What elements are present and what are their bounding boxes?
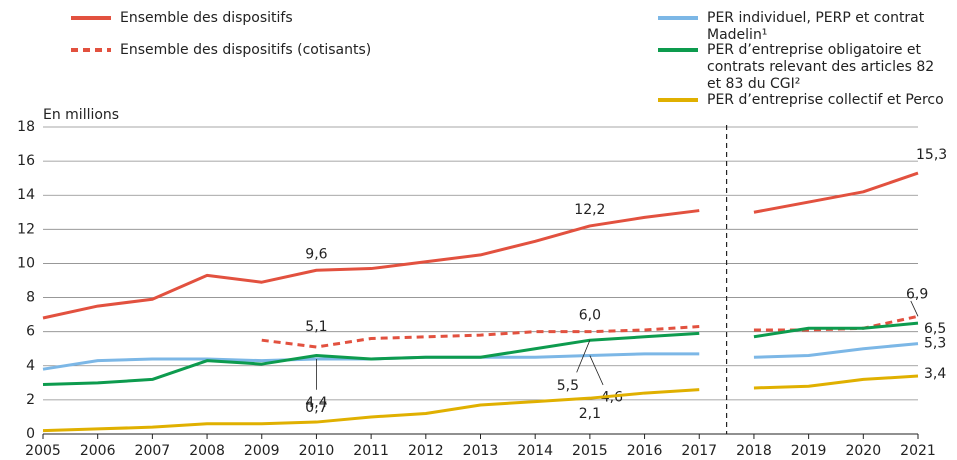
leader-line [910,300,919,317]
series-line [753,321,919,339]
x-tick-label: 2011 [353,443,389,459]
x-tick-label: 2008 [189,443,225,459]
data-label: 6,9 [906,286,928,302]
series-line [42,331,700,387]
x-tick-label: 2015 [572,443,608,459]
y-tick-label: 18 [17,119,35,135]
x-tick-label: 2021 [900,443,936,459]
x-tick-label: 2010 [299,443,335,459]
x-tick-label: 2005 [25,443,61,459]
x-tick-label: 2017 [681,443,717,459]
x-tick-label: 2016 [627,443,663,459]
leader-line [589,355,604,386]
y-tick-label: 10 [17,255,35,271]
legend-item: PER individuel, PERP et contrat Madelin¹ [657,10,957,44]
legend-item: PER d’entreprise obligatoire et contrats… [657,42,947,93]
series-line [753,171,919,214]
y-tick-label: 6 [26,324,35,340]
data-label: 5,3 [924,336,946,352]
x-tick-label: 2019 [791,443,827,459]
y-tick-label: 2 [26,392,35,408]
x-tick-label: 2018 [736,443,772,459]
series-line [753,314,919,332]
x-tick-label: 2013 [463,443,499,459]
x-tick-label: 2009 [244,443,280,459]
series-line [753,342,919,359]
legend-swatch [658,16,698,20]
data-label: 3,4 [924,366,946,382]
legend-item: Ensemble des dispositifs [70,10,293,27]
y-tick-label: 14 [17,187,35,203]
data-label: 6,5 [924,321,946,337]
x-tick-label: 2014 [517,443,553,459]
legend-text: PER d’entreprise collectif et Perco [707,92,944,108]
x-tick-label: 2012 [408,443,444,459]
legend-item: Ensemble des dispositifs (cotisants) [70,42,371,59]
y-tick-label: 0 [26,426,35,442]
series-line [261,325,700,349]
legend-swatch [71,48,111,52]
data-label: 4,4 [305,395,327,411]
legend-text: Ensemble des dispositifs (cotisants) [120,42,372,58]
y-tick-label: 8 [26,290,35,306]
legend-item: PER d’entreprise collectif et Perco [657,92,944,109]
y-tick-label: 12 [17,221,35,237]
x-tick-label: 2020 [845,443,881,459]
data-label: 12,2 [574,202,605,218]
series-line [753,374,919,390]
y-tick-label: 4 [26,358,35,374]
data-label: 0,7 [305,400,327,416]
legend-swatch [71,16,111,20]
data-label: 2,1 [579,406,601,422]
data-label: 15,3 [916,147,947,163]
x-tick-label: 2006 [80,443,116,459]
data-label: 6,0 [579,308,601,324]
data-label: 5,5 [557,378,579,394]
series-line [42,352,700,371]
data-label: 5,1 [305,319,327,335]
x-tick-label: 2007 [135,443,171,459]
y-tick-label: 16 [17,153,35,169]
leader-line [576,340,591,373]
series-line [42,209,700,320]
series-line [42,388,700,433]
data-label: 9,6 [305,246,327,262]
legend-swatch [658,48,698,52]
legend-text: PER d’entreprise obligatoire et contrats… [707,42,935,92]
legend-text: Ensemble des dispositifs [120,10,293,26]
legend-swatch [658,98,698,102]
legend-text: PER individuel, PERP et contrat Madelin¹ [707,10,925,43]
y-axis-label: En millions [43,107,119,123]
